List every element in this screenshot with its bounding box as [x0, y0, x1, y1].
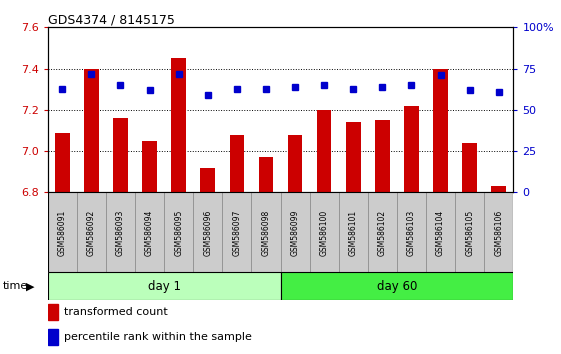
Bar — [462, 143, 477, 193]
Text: GSM586105: GSM586105 — [465, 209, 474, 256]
Bar — [222, 193, 251, 273]
Bar — [251, 193, 280, 273]
Bar — [113, 118, 128, 193]
Text: GSM586093: GSM586093 — [116, 209, 125, 256]
Text: GSM586101: GSM586101 — [349, 210, 358, 256]
Bar — [455, 193, 484, 273]
Text: GDS4374 / 8145175: GDS4374 / 8145175 — [48, 13, 174, 26]
Bar — [280, 273, 513, 301]
Bar — [193, 193, 222, 273]
Text: GSM586106: GSM586106 — [494, 209, 503, 256]
Text: GSM586094: GSM586094 — [145, 209, 154, 256]
Bar — [55, 133, 70, 193]
Bar — [368, 193, 397, 273]
Bar — [433, 69, 448, 193]
Text: GSM586100: GSM586100 — [320, 209, 329, 256]
Text: GSM586091: GSM586091 — [58, 209, 67, 256]
Text: GSM586095: GSM586095 — [174, 209, 183, 256]
Text: percentile rank within the sample: percentile rank within the sample — [64, 332, 252, 342]
Bar — [491, 186, 506, 193]
Bar — [397, 193, 426, 273]
Text: GSM586104: GSM586104 — [436, 209, 445, 256]
Bar — [259, 158, 273, 193]
Bar — [484, 193, 513, 273]
Bar — [404, 106, 419, 193]
Bar — [375, 120, 390, 193]
Bar — [135, 193, 164, 273]
Text: day 1: day 1 — [148, 280, 181, 293]
Bar — [288, 135, 302, 193]
Bar — [48, 193, 77, 273]
Text: time: time — [3, 281, 28, 291]
Text: transformed count: transformed count — [64, 308, 168, 318]
Bar — [164, 193, 193, 273]
Bar — [229, 135, 244, 193]
Bar — [346, 122, 361, 193]
Bar — [310, 193, 339, 273]
Bar — [142, 141, 157, 193]
Text: GSM586099: GSM586099 — [291, 209, 300, 256]
Text: GSM586103: GSM586103 — [407, 209, 416, 256]
Bar — [339, 193, 368, 273]
Bar — [280, 193, 310, 273]
Bar — [48, 273, 280, 301]
Text: day 60: day 60 — [377, 280, 417, 293]
Bar — [84, 69, 99, 193]
Bar — [48, 330, 58, 346]
Text: GSM586098: GSM586098 — [261, 209, 270, 256]
Text: ▶: ▶ — [26, 281, 34, 291]
Bar — [48, 304, 58, 320]
Text: GSM586097: GSM586097 — [232, 209, 241, 256]
Bar — [200, 168, 215, 193]
Bar — [317, 110, 332, 193]
Text: GSM586096: GSM586096 — [203, 209, 212, 256]
Text: GSM586102: GSM586102 — [378, 210, 387, 256]
Bar — [426, 193, 455, 273]
Bar — [77, 193, 106, 273]
Bar — [106, 193, 135, 273]
Text: GSM586092: GSM586092 — [87, 209, 96, 256]
Bar — [171, 58, 186, 193]
